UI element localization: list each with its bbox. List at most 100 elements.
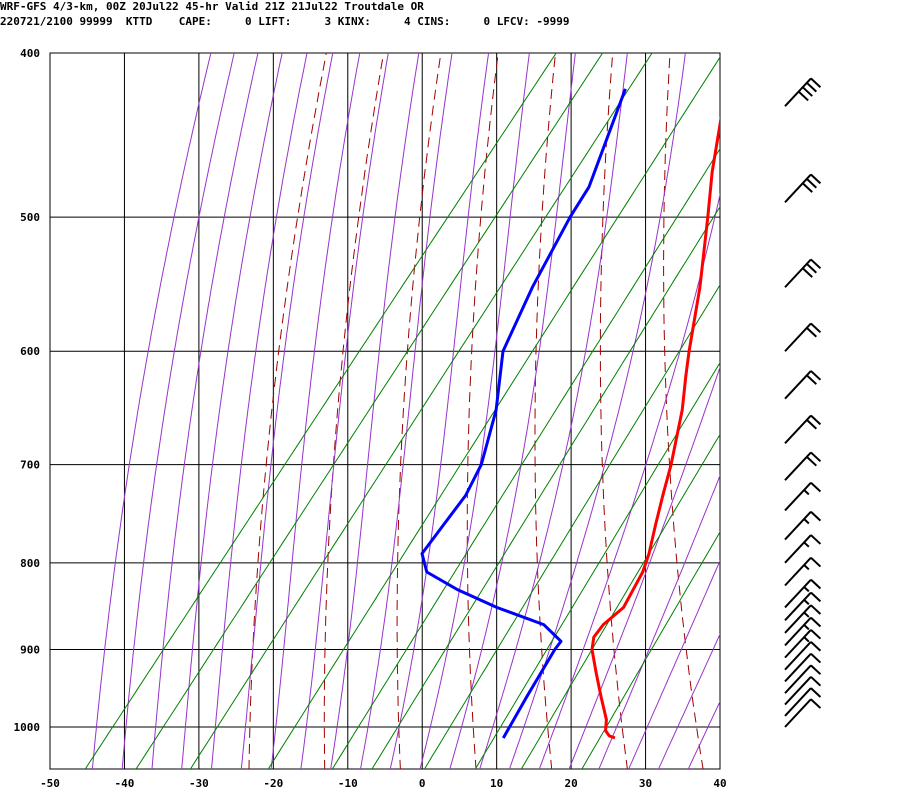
wind-barb-feather <box>802 86 813 97</box>
wind-barb-feather <box>806 82 818 93</box>
mixing-ratio-line <box>135 53 604 769</box>
wind-barb <box>784 556 822 587</box>
wind-barb-staff <box>784 616 812 647</box>
wind-barb <box>784 604 822 634</box>
wind-barb-staff <box>784 676 812 706</box>
dry-adiabat <box>248 53 327 769</box>
wind-barb-feather <box>810 641 822 652</box>
wind-barb-staff <box>784 698 812 728</box>
y-tick-label: 600 <box>20 345 40 358</box>
wind-barb <box>784 664 822 694</box>
wind-barb-half-feather <box>803 489 810 496</box>
wind-barb-staff <box>784 451 812 481</box>
x-tick-label: 10 <box>490 777 503 790</box>
chart-header-line2: 220721/2100 99999 KTTD CAPE: 0 LIFT: 3 K… <box>0 15 570 28</box>
wind-barb-staff <box>784 370 812 400</box>
y-tick-label: 900 <box>20 643 40 656</box>
moist-adiabat <box>479 53 628 769</box>
moist-adiabat <box>449 53 576 769</box>
moist-adiabat <box>121 53 235 769</box>
dry-adiabat <box>842 34 900 770</box>
wind-barb-staff <box>784 557 812 587</box>
wind-barb-staff <box>784 653 812 683</box>
dry-adiabat <box>725 34 779 770</box>
mixing-ratio-line <box>520 433 720 769</box>
y-tick-label: 800 <box>20 557 40 570</box>
moist-adiabat <box>151 53 259 769</box>
x-tick-label: 0 <box>419 777 426 790</box>
dry-adiabat <box>599 53 628 769</box>
mixing-ratio-line <box>423 283 720 769</box>
wind-barb-feather <box>810 481 822 493</box>
wind-barb <box>784 370 822 400</box>
y-tick-label: 700 <box>20 459 40 472</box>
moist-adiabat <box>598 474 720 769</box>
moist-adiabat <box>300 53 389 769</box>
wind-barb <box>784 578 822 609</box>
wind-barb <box>784 414 822 444</box>
tick-labels: 400 500 600 700 800 900 1000 -50 -40 -30 -20 -10 0 10… <box>14 47 727 790</box>
mixing-ratio-line <box>84 53 557 769</box>
x-tick-label: -30 <box>189 777 209 790</box>
mixing-ratio-line <box>474 361 720 769</box>
wind-barb <box>784 616 822 647</box>
y-tick-label: 1000 <box>14 721 41 734</box>
wind-barb <box>784 652 822 683</box>
wind-barb-feather <box>806 456 818 467</box>
wind-barb <box>784 591 822 622</box>
wind-barb <box>784 510 822 541</box>
wind-barbs <box>784 77 822 728</box>
wind-barb-half-feather <box>803 599 810 606</box>
wind-barb-feather <box>810 451 822 463</box>
wind-barb-staff <box>784 322 812 352</box>
moist-adiabat <box>330 53 420 769</box>
wind-barb-feather <box>810 173 822 185</box>
wind-barb-feather <box>806 263 818 274</box>
wind-barb-feather <box>810 258 822 270</box>
y-tick-label: 400 <box>20 47 40 60</box>
wind-barb-feather <box>810 687 822 698</box>
moist-adiabat <box>657 633 720 769</box>
wind-barb-feather <box>806 419 818 430</box>
wind-barb-staff <box>784 258 812 288</box>
wind-barb-half-feather <box>803 518 810 525</box>
wind-barb-feather <box>810 676 822 687</box>
dry-adiabat <box>323 53 385 769</box>
wind-barb-feather <box>810 510 822 522</box>
sounding-traces <box>420 88 720 740</box>
moist-adiabat <box>628 559 720 769</box>
wind-barb <box>784 534 822 564</box>
wind-barb-feather <box>810 616 822 628</box>
wind-barb-half-feather <box>803 624 810 631</box>
wind-barb <box>784 173 822 203</box>
wind-barb-staff <box>784 173 812 203</box>
wind-barb-feather <box>806 178 818 189</box>
moist-adiabat <box>359 53 453 769</box>
wind-barb-feather <box>810 370 822 381</box>
x-tick-label: 30 <box>639 777 652 790</box>
wind-barb-half-feather <box>803 564 810 571</box>
x-tick-label: -50 <box>40 777 60 790</box>
wind-barb-staff <box>784 687 812 717</box>
chart-header-line1: WRF-GFS 4/3-km, 00Z 20Jul22 45-hr Valid … <box>0 0 424 13</box>
wind-barb-staff <box>784 481 812 512</box>
wind-barb <box>784 481 822 512</box>
wind-barb-staff <box>784 534 812 564</box>
wind-barb <box>784 698 822 728</box>
moist-adiabat <box>270 53 361 769</box>
wind-barb-feather <box>802 182 813 193</box>
wind-barb <box>784 258 822 288</box>
wind-barb-feather <box>810 556 822 568</box>
wind-barb <box>784 687 822 717</box>
wind-barb-staff <box>784 511 812 541</box>
moist-adiabat <box>568 365 720 769</box>
wind-barb-half-feather <box>803 541 810 548</box>
wind-barb-feather <box>810 629 822 640</box>
wind-barb <box>784 629 822 659</box>
wind-barb-staff <box>784 414 812 444</box>
y-tick-label: 500 <box>20 211 40 224</box>
wind-barb-half-feather <box>803 636 810 643</box>
x-tick-label: 20 <box>564 777 577 790</box>
dewpoint-trace <box>420 88 627 739</box>
wind-barb-feather <box>810 534 822 545</box>
